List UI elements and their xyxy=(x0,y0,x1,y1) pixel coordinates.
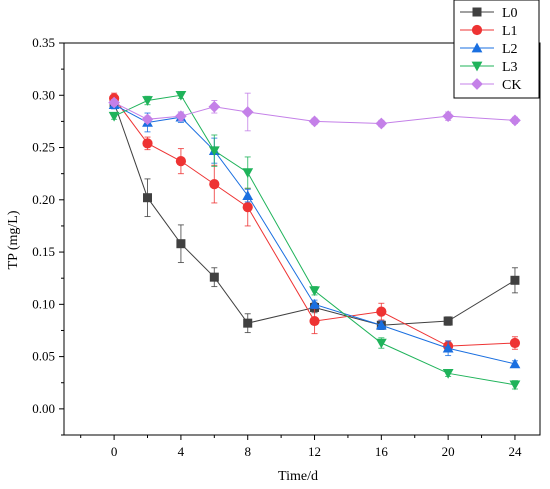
data-point xyxy=(509,380,521,391)
data-point xyxy=(443,316,453,326)
data-point xyxy=(242,202,253,213)
data-point xyxy=(175,110,187,123)
data-point xyxy=(442,369,454,379)
plot-frame xyxy=(63,42,541,436)
data-point xyxy=(108,96,120,109)
y-tick-label: 0.30 xyxy=(32,87,55,102)
x-axis-label: Time/d xyxy=(278,469,318,484)
data-point xyxy=(142,138,153,149)
data-point xyxy=(241,106,254,118)
data-point xyxy=(142,96,153,106)
y-tick-label: 0.00 xyxy=(32,401,55,416)
y-tick-label: 0.20 xyxy=(32,192,55,207)
legend-marker xyxy=(472,7,482,17)
y-axis-label: TP (mg/L) xyxy=(6,210,21,269)
data-point xyxy=(309,286,320,297)
axes: 0.00 0.05 0.10 0.15 0.20 0.25 0.30 0.35 0 4 8 12 16 2… xyxy=(32,35,522,459)
legend-item-l3: L3 xyxy=(460,60,518,75)
series-l3 xyxy=(108,90,521,391)
y-tick-label: 0.25 xyxy=(32,140,55,155)
data-point xyxy=(375,117,388,130)
data-point xyxy=(209,272,219,282)
x-tick-label: 0 xyxy=(111,444,118,459)
x-tick-label: 24 xyxy=(508,444,522,459)
legend-marker xyxy=(471,78,483,90)
legend-label: L3 xyxy=(502,60,518,75)
data-point xyxy=(509,358,521,369)
x-tick-label: 12 xyxy=(308,444,321,459)
data-point xyxy=(176,239,186,249)
legend: L0 L1 L2 L3 CK xyxy=(453,0,540,99)
data-point xyxy=(308,115,321,128)
data-point xyxy=(376,306,387,317)
legend-label: CK xyxy=(502,78,521,93)
legend-item-l2: L2 xyxy=(460,42,518,57)
data-point xyxy=(242,190,254,200)
plot-border xyxy=(63,42,541,436)
data-point xyxy=(143,193,153,203)
x-tick-label: 16 xyxy=(375,444,389,459)
data-point xyxy=(175,156,187,167)
data-point xyxy=(209,179,220,190)
data-point xyxy=(108,111,120,122)
x-tick-label: 4 xyxy=(178,444,185,459)
legend-marker xyxy=(471,61,483,72)
data-point xyxy=(375,319,387,330)
data-point xyxy=(242,168,254,179)
x-tick-label: 20 xyxy=(442,444,455,459)
series-l2 xyxy=(108,99,521,369)
legend-label: L0 xyxy=(502,6,518,21)
legend-marker xyxy=(471,42,483,53)
data-point xyxy=(208,146,220,157)
legend-label: L1 xyxy=(502,24,518,39)
series-layer xyxy=(108,90,521,391)
legend-item-ck: CK xyxy=(460,78,521,93)
series-l0 xyxy=(109,96,520,334)
data-point xyxy=(309,298,320,309)
legend-label: L2 xyxy=(502,42,518,57)
data-point xyxy=(509,337,521,349)
data-point xyxy=(243,318,253,328)
y-tick-label: 0.05 xyxy=(32,349,55,364)
data-point xyxy=(309,315,320,327)
y-tick-label: 0.10 xyxy=(32,296,55,311)
data-point xyxy=(175,90,187,101)
data-point xyxy=(141,113,154,126)
y-tick-label: 0.15 xyxy=(32,244,55,259)
y-tick-label: 0.35 xyxy=(32,35,55,50)
legend-item-l0: L0 xyxy=(460,6,518,21)
data-point xyxy=(375,338,387,349)
legend-item-l1: L1 xyxy=(460,24,518,39)
legend-box xyxy=(453,0,540,99)
x-tick-label: 8 xyxy=(244,444,251,459)
data-point xyxy=(509,114,521,127)
series-ck xyxy=(108,92,521,132)
data-point xyxy=(442,110,454,123)
series-l1 xyxy=(109,92,521,352)
data-point xyxy=(510,275,520,285)
data-point xyxy=(208,100,221,113)
series-line-l3 xyxy=(113,94,516,386)
data-point xyxy=(442,342,454,353)
legend-marker xyxy=(471,24,483,36)
